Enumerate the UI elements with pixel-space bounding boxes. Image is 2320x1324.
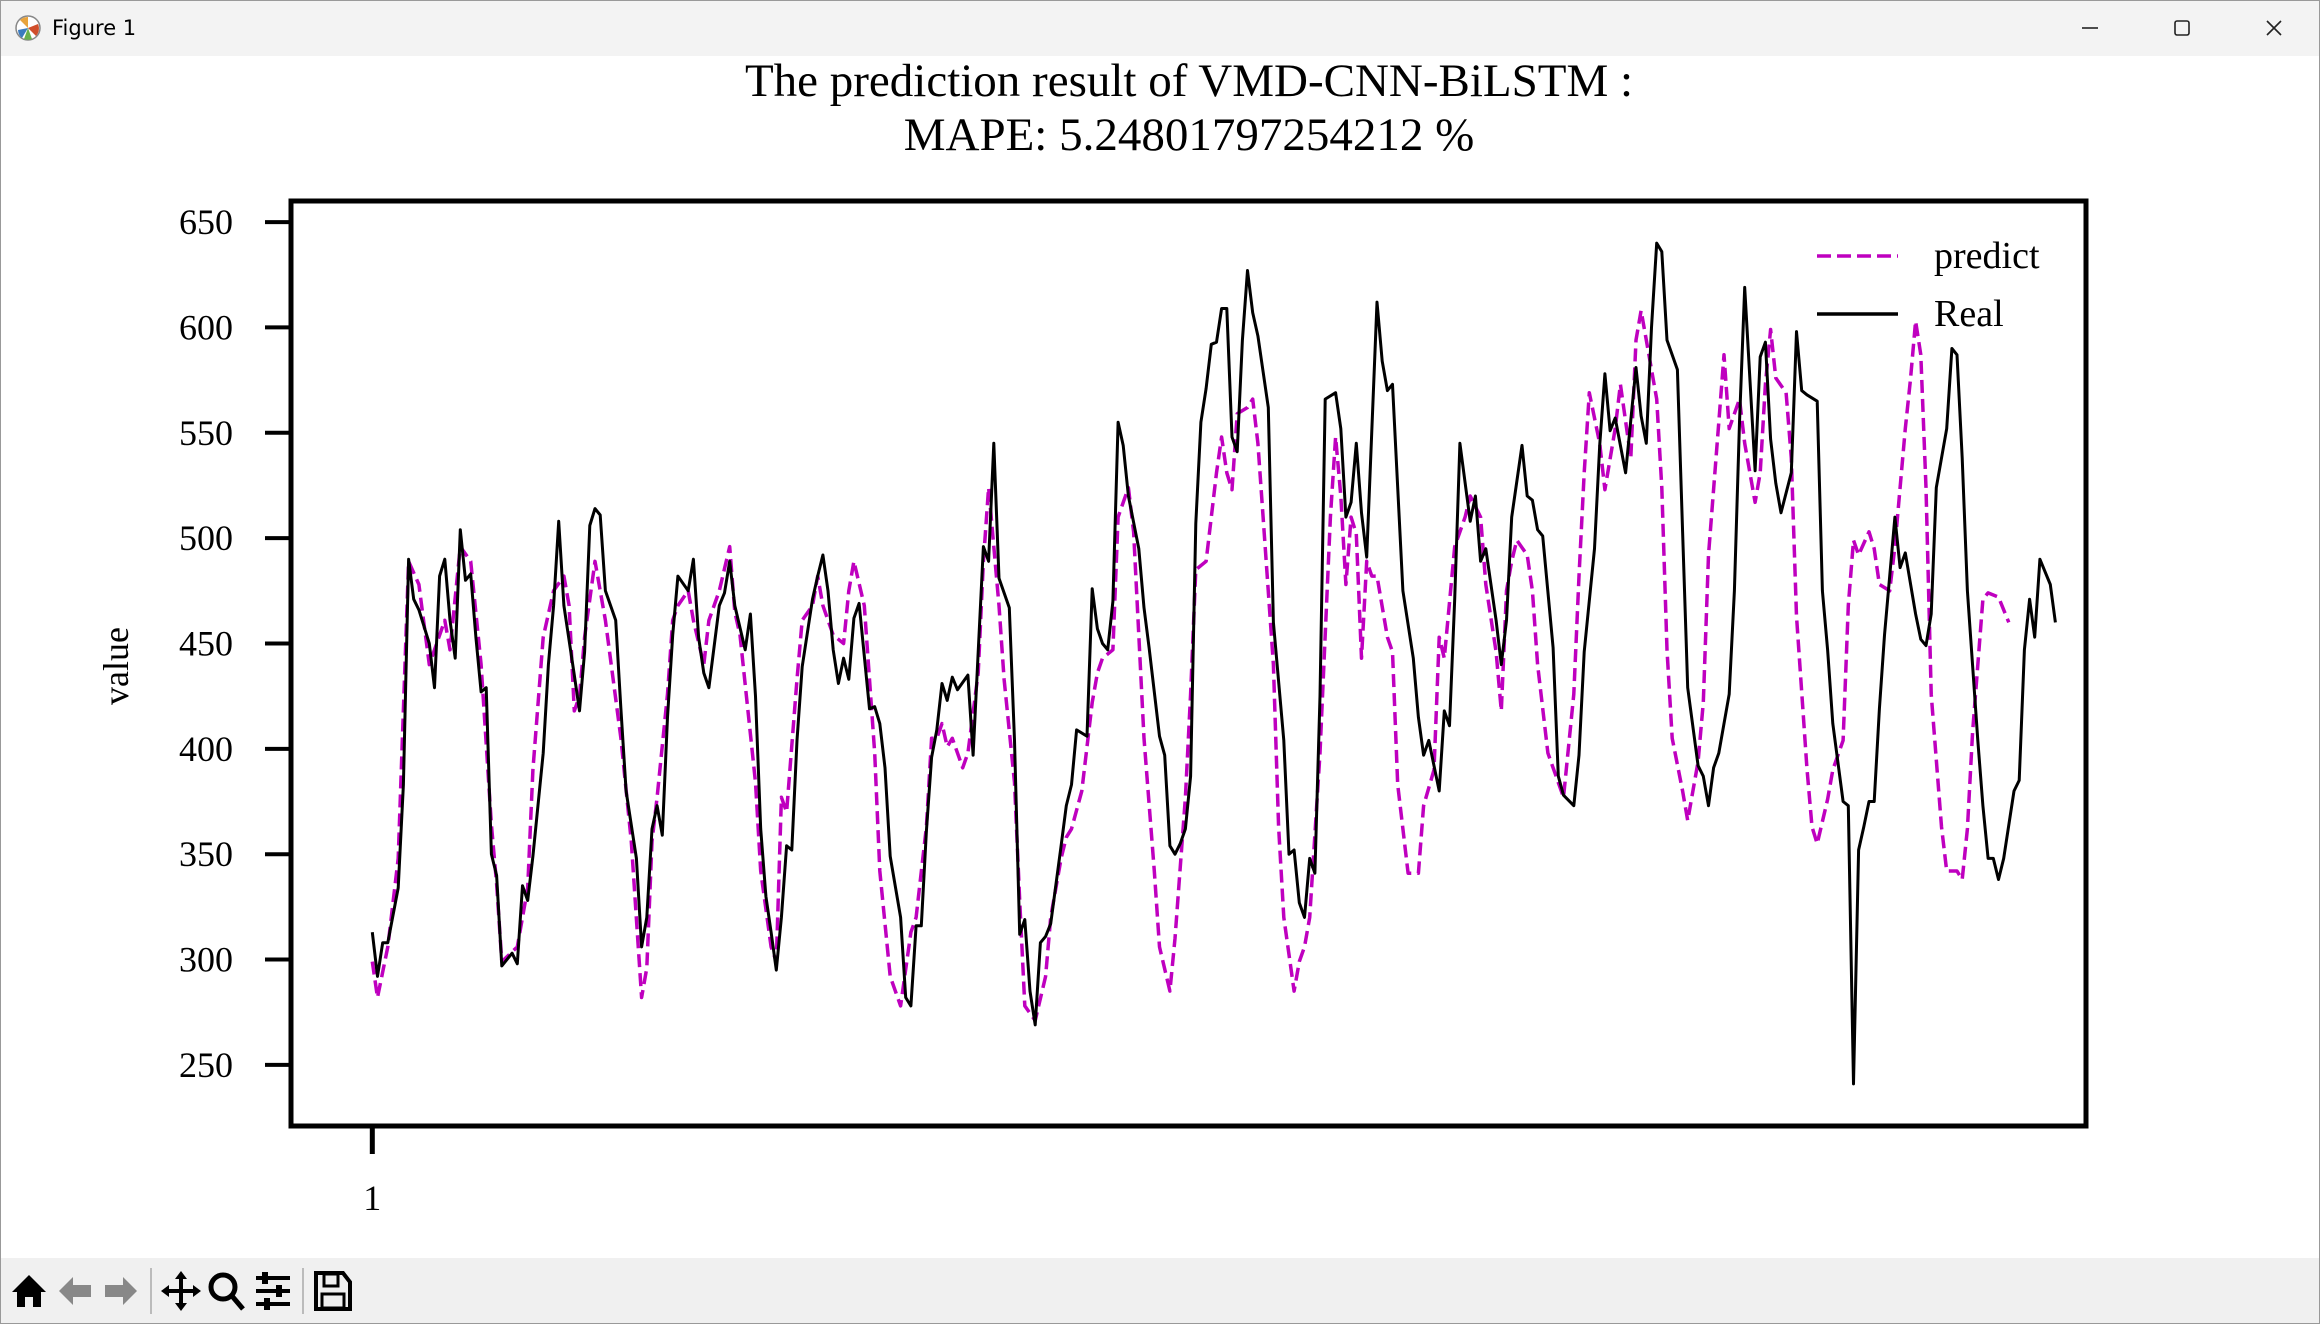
x-tick-label: 1: [363, 1178, 381, 1218]
minimize-button[interactable]: [2044, 0, 2136, 56]
window-controls: [2044, 0, 2320, 56]
legend: predict Real: [1817, 235, 2040, 335]
legend-real-label: Real: [1934, 293, 2004, 335]
chart-title-line2: MAPE: 5.24801797254212 %: [904, 109, 1475, 161]
move-icon: [161, 1271, 201, 1311]
zoom-button[interactable]: [204, 1266, 250, 1316]
home-icon: [12, 1275, 46, 1307]
y-axis-label: value: [96, 627, 136, 705]
minimize-icon: [2082, 27, 2098, 29]
maximize-icon: [2174, 20, 2190, 36]
axis-ticks: 250 300 350 400 450 500 550 600 650 1: [179, 202, 381, 1218]
arrow-right-icon: [105, 1277, 137, 1305]
maximize-button[interactable]: [2136, 0, 2228, 56]
arrow-left-icon: [59, 1277, 91, 1305]
toolbar-separator: [150, 1268, 152, 1314]
y-tick-label: 550: [179, 413, 233, 453]
y-tick-label: 650: [179, 202, 233, 242]
legend-predict-label: predict: [1934, 235, 2040, 277]
magnifier-icon: [208, 1272, 245, 1311]
toolbar-separator: [302, 1268, 304, 1314]
close-icon: [2266, 20, 2282, 36]
floppy-disk-icon: [314, 1271, 352, 1311]
home-button[interactable]: [6, 1266, 52, 1316]
configure-subplots-button[interactable]: [250, 1266, 296, 1316]
pan-button[interactable]: [158, 1266, 204, 1316]
series-line-real: [370, 241, 2057, 1086]
y-tick-label: 400: [179, 729, 233, 769]
window-titlebar: Figure 1: [0, 0, 2320, 56]
y-tick-label: 250: [179, 1045, 233, 1085]
y-tick-label: 600: [179, 307, 233, 347]
matplotlib-logo-icon: [15, 15, 41, 41]
y-tick-label: 450: [179, 623, 233, 663]
y-tick-label: 500: [179, 518, 233, 558]
back-button[interactable]: [52, 1266, 98, 1316]
y-tick-label: 350: [179, 834, 233, 874]
navigation-toolbar: [0, 1258, 2320, 1324]
series-group: [370, 241, 2057, 1086]
save-button[interactable]: [310, 1266, 356, 1316]
axes-frame: [288, 198, 2089, 1129]
y-tick-label: 300: [179, 940, 233, 980]
close-button[interactable]: [2228, 0, 2320, 56]
chart-title-line1: The prediction result of VMD-CNN-BiLSTM …: [745, 55, 1633, 107]
series-line-predict: [370, 308, 2011, 1023]
window-title: Figure 1: [52, 16, 137, 40]
sliders-icon: [256, 1272, 290, 1310]
forward-button[interactable]: [98, 1266, 144, 1316]
